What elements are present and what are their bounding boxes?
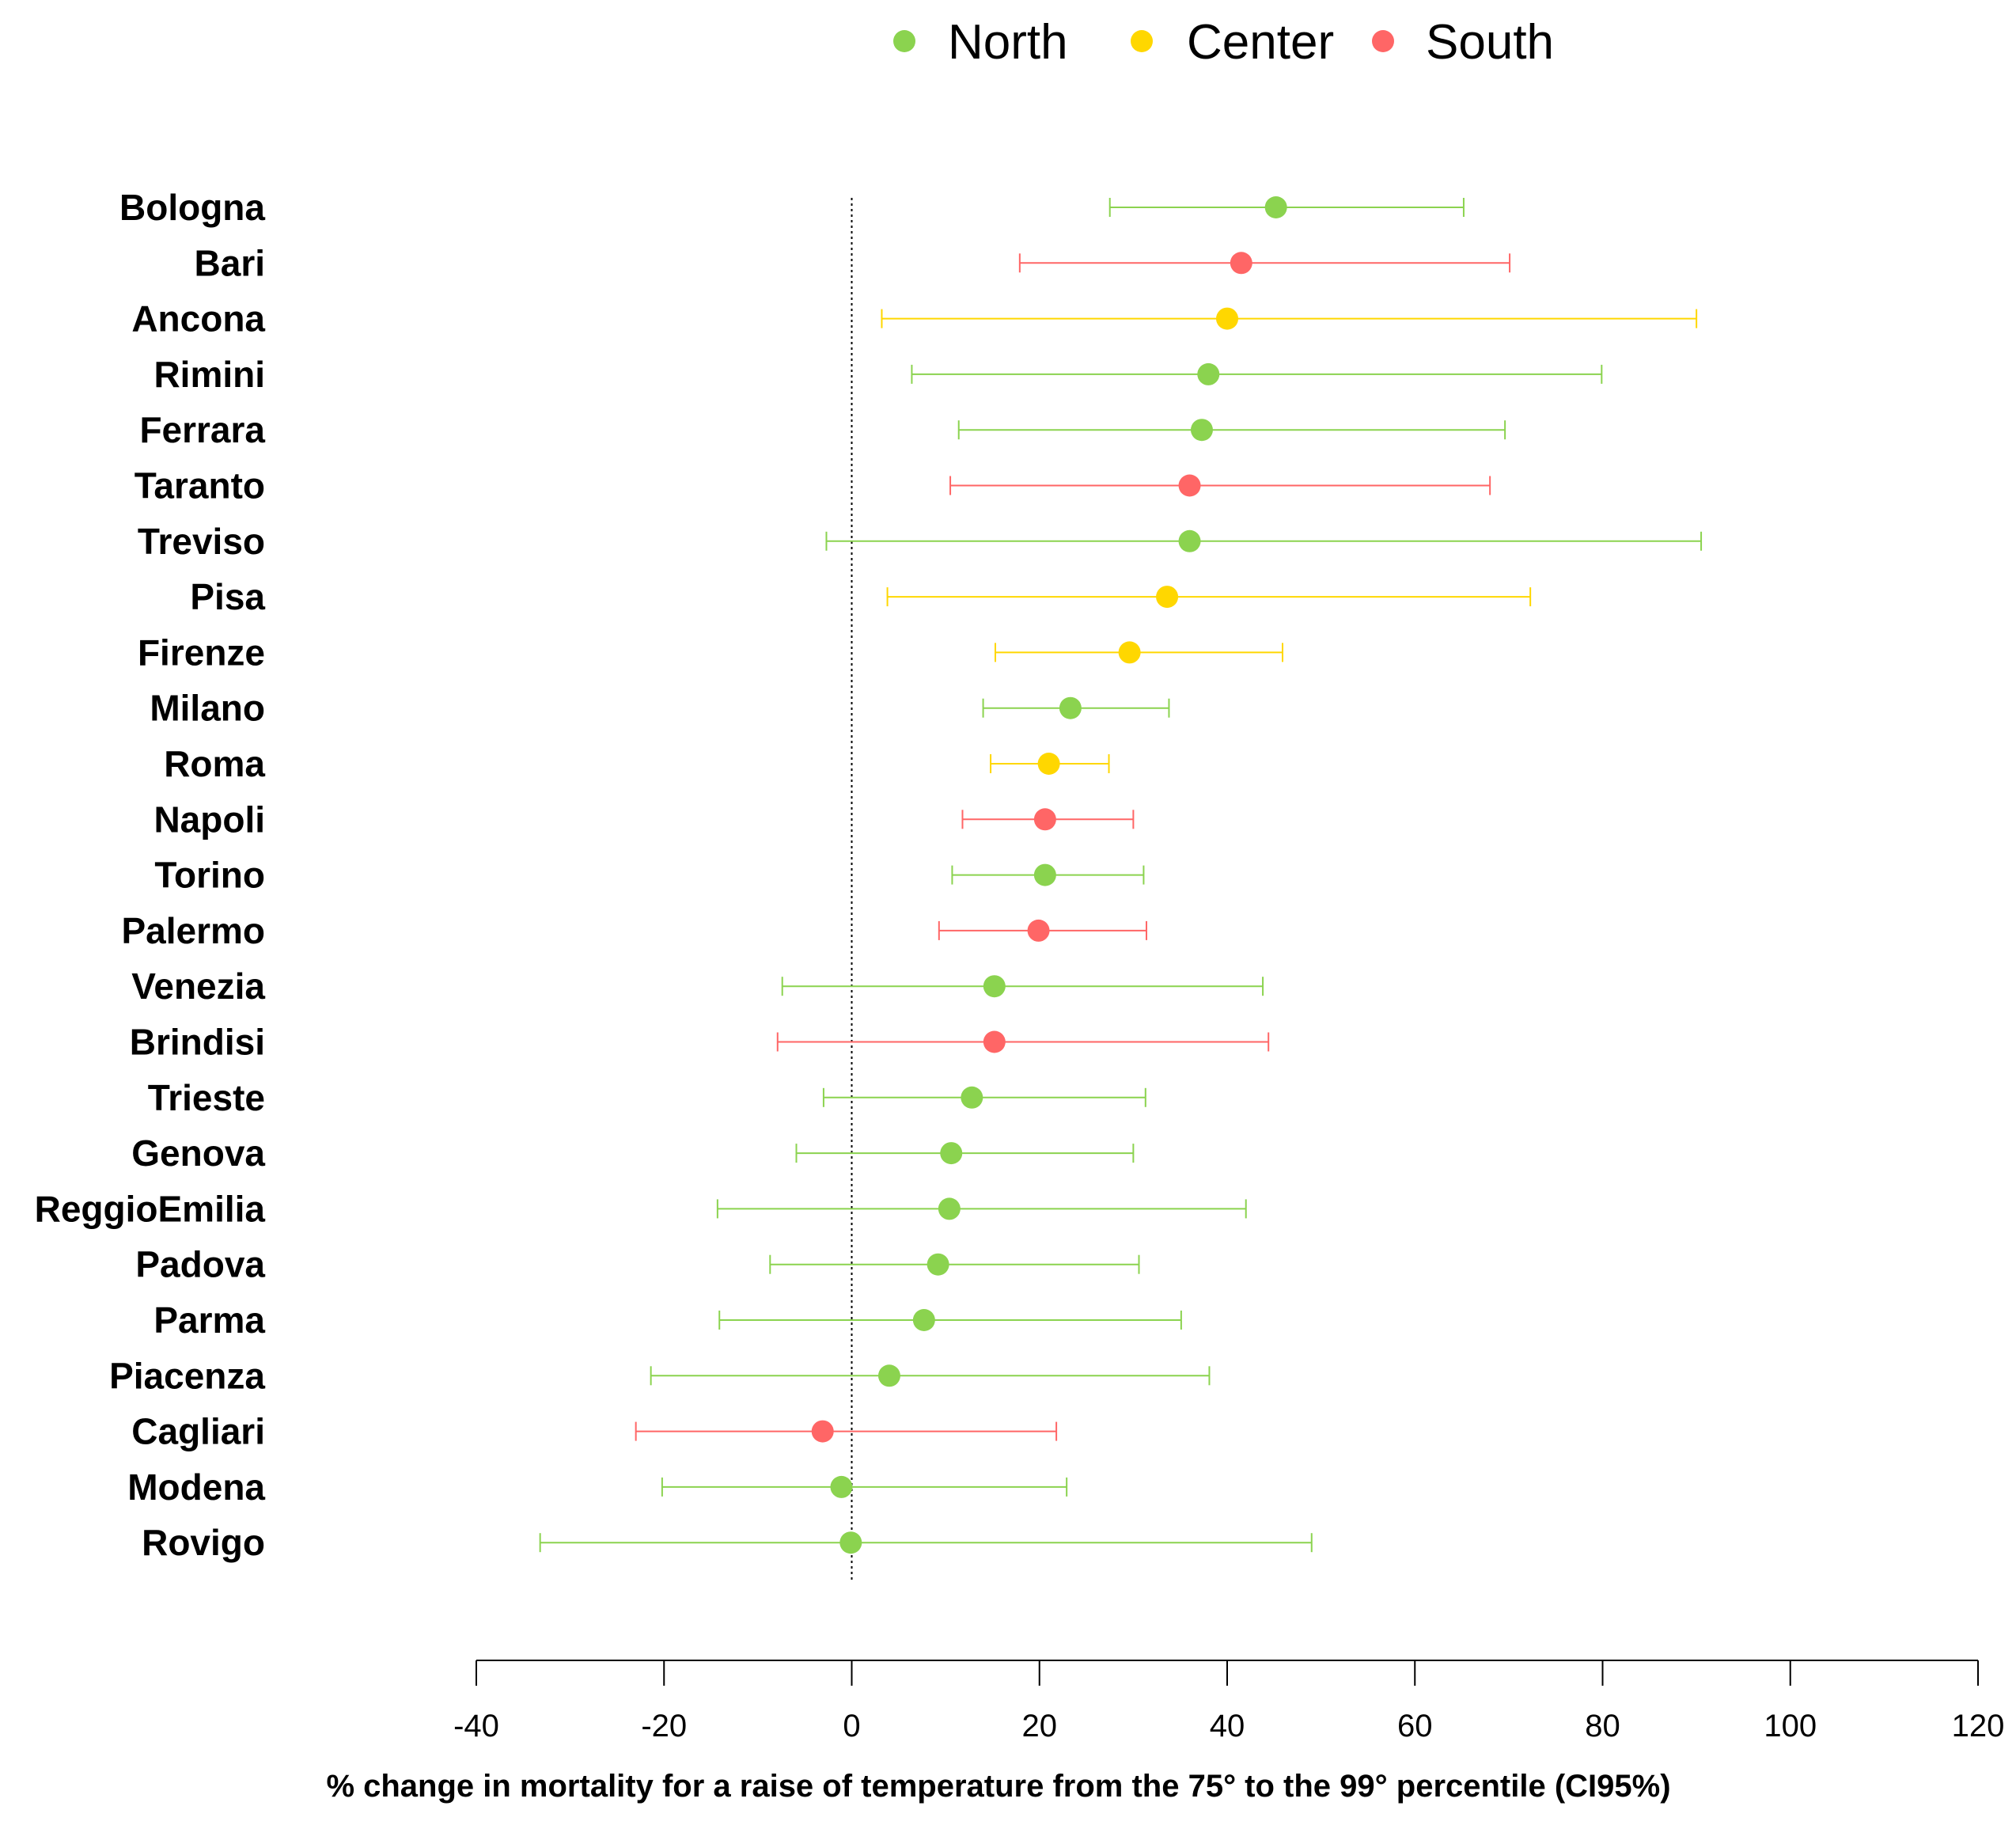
error-bar-parma <box>718 1311 1182 1330</box>
error-bar-venezia <box>781 977 1264 996</box>
error-bar-modena <box>661 1477 1068 1497</box>
legend-label-south: South <box>1426 15 1554 70</box>
point-estimate-modena <box>830 1475 853 1498</box>
x-tick-label-60: 60 <box>1397 1709 1433 1743</box>
point-estimate-ancona <box>1216 307 1238 330</box>
point-estimate-rovigo <box>839 1531 862 1554</box>
point-estimate-ferrara <box>1190 419 1213 442</box>
city-label-roma: Roma <box>164 743 265 784</box>
city-label-modena: Modena <box>127 1466 265 1508</box>
error-bar-pisa <box>886 587 1532 607</box>
point-estimate-reggioemilia <box>938 1197 961 1220</box>
city-label-ferrara: Ferrara <box>139 409 265 450</box>
error-bar-bari <box>1018 253 1511 273</box>
error-bar-ferrara <box>957 420 1506 440</box>
point-estimate-trieste <box>961 1086 983 1109</box>
city-label-treviso: Treviso <box>138 521 265 562</box>
city-label-brindisi: Brindisi <box>130 1022 265 1063</box>
city-label-napoli: Napoli <box>153 799 265 840</box>
point-estimate-rimini <box>1197 362 1220 385</box>
error-bar-rovigo <box>539 1533 1313 1553</box>
city-label-rovigo: Rovigo <box>142 1522 265 1563</box>
city-label-milano: Milano <box>150 688 265 729</box>
city-label-pisa: Pisa <box>190 576 265 617</box>
point-estimate-bologna <box>1264 196 1287 218</box>
point-estimates <box>811 196 1287 1554</box>
x-tick-label-40: 40 <box>1210 1709 1245 1743</box>
x-axis-title: % change in mortality for a raise of tem… <box>326 1769 1670 1804</box>
city-label-parma: Parma <box>153 1300 265 1341</box>
point-estimate-bari <box>1230 252 1252 275</box>
point-estimate-brindisi <box>983 1030 1006 1053</box>
city-label-torino: Torino <box>154 855 265 896</box>
city-label-venezia: Venezia <box>131 966 265 1007</box>
error-bar-piacenza <box>650 1366 1211 1386</box>
city-label-cagliari: Cagliari <box>131 1411 265 1452</box>
city-label-reggioemilia: ReggioEmilia <box>35 1188 266 1229</box>
error-bar-padova <box>769 1254 1140 1274</box>
legend-label-center: Center <box>1187 15 1334 70</box>
legend-marker-north <box>893 30 915 52</box>
x-tick-label--40: -40 <box>453 1709 499 1743</box>
x-axis: -40 -20 0 20 40 60 80 100 120 <box>453 1660 2004 1743</box>
legend-label-north: North <box>948 15 1068 70</box>
x-tick-label-100: 100 <box>1764 1709 1817 1743</box>
city-label-trieste: Trieste <box>148 1077 265 1118</box>
point-estimate-roma <box>1037 753 1060 775</box>
point-estimate-treviso <box>1178 529 1201 552</box>
error-bar-taranto <box>949 476 1491 495</box>
city-label-padova: Padova <box>135 1244 265 1285</box>
city-label-bologna: Bologna <box>119 187 265 228</box>
point-estimate-venezia <box>983 975 1006 998</box>
point-estimate-padova <box>927 1253 949 1276</box>
city-label-piacenza: Piacenza <box>109 1355 265 1396</box>
point-estimate-torino <box>1033 863 1056 886</box>
legend-marker-south <box>1372 30 1394 52</box>
point-estimate-parma <box>912 1309 935 1331</box>
point-estimate-napoli <box>1033 808 1056 831</box>
point-estimate-piacenza <box>877 1364 900 1387</box>
city-label-rimini: Rimini <box>153 354 265 395</box>
error-bar-treviso <box>825 531 1703 551</box>
city-label-ancona: Ancona <box>131 298 265 340</box>
point-estimate-palermo <box>1027 919 1050 942</box>
city-label-palermo: Palermo <box>121 910 265 951</box>
error-bar-brindisi <box>776 1032 1270 1052</box>
point-estimate-genova <box>940 1142 963 1165</box>
x-tick-label-120: 120 <box>1952 1709 2005 1743</box>
error-bar-reggioemilia <box>716 1199 1247 1219</box>
x-tick-label-20: 20 <box>1022 1709 1058 1743</box>
point-estimate-pisa <box>1156 586 1179 609</box>
city-label-bari: Bari <box>195 242 265 283</box>
point-estimate-taranto <box>1178 474 1201 497</box>
error-bar-cagliari <box>635 1421 1058 1441</box>
legend-marker-center <box>1131 30 1153 52</box>
point-estimate-milano <box>1059 696 1082 719</box>
city-labels: Bologna Bari Ancona Rimini Ferrara Taranto Tre… <box>35 187 266 1563</box>
x-tick-label-0: 0 <box>843 1709 860 1743</box>
city-label-taranto: Taranto <box>135 465 265 507</box>
error-bar-rimini <box>911 364 1603 384</box>
error-bar-ancona <box>881 309 1698 328</box>
point-estimate-cagliari <box>811 1420 834 1443</box>
error-bar-trieste <box>822 1087 1146 1107</box>
city-label-genova: Genova <box>131 1133 265 1174</box>
point-estimate-firenze <box>1118 641 1141 664</box>
x-tick-label--20: -20 <box>641 1709 687 1743</box>
x-tick-label-80: 80 <box>1585 1709 1620 1743</box>
error-bars <box>539 198 1703 1553</box>
legend: North Center South <box>893 15 1554 70</box>
error-bar-genova <box>795 1144 1135 1163</box>
city-label-firenze: Firenze <box>138 632 265 673</box>
